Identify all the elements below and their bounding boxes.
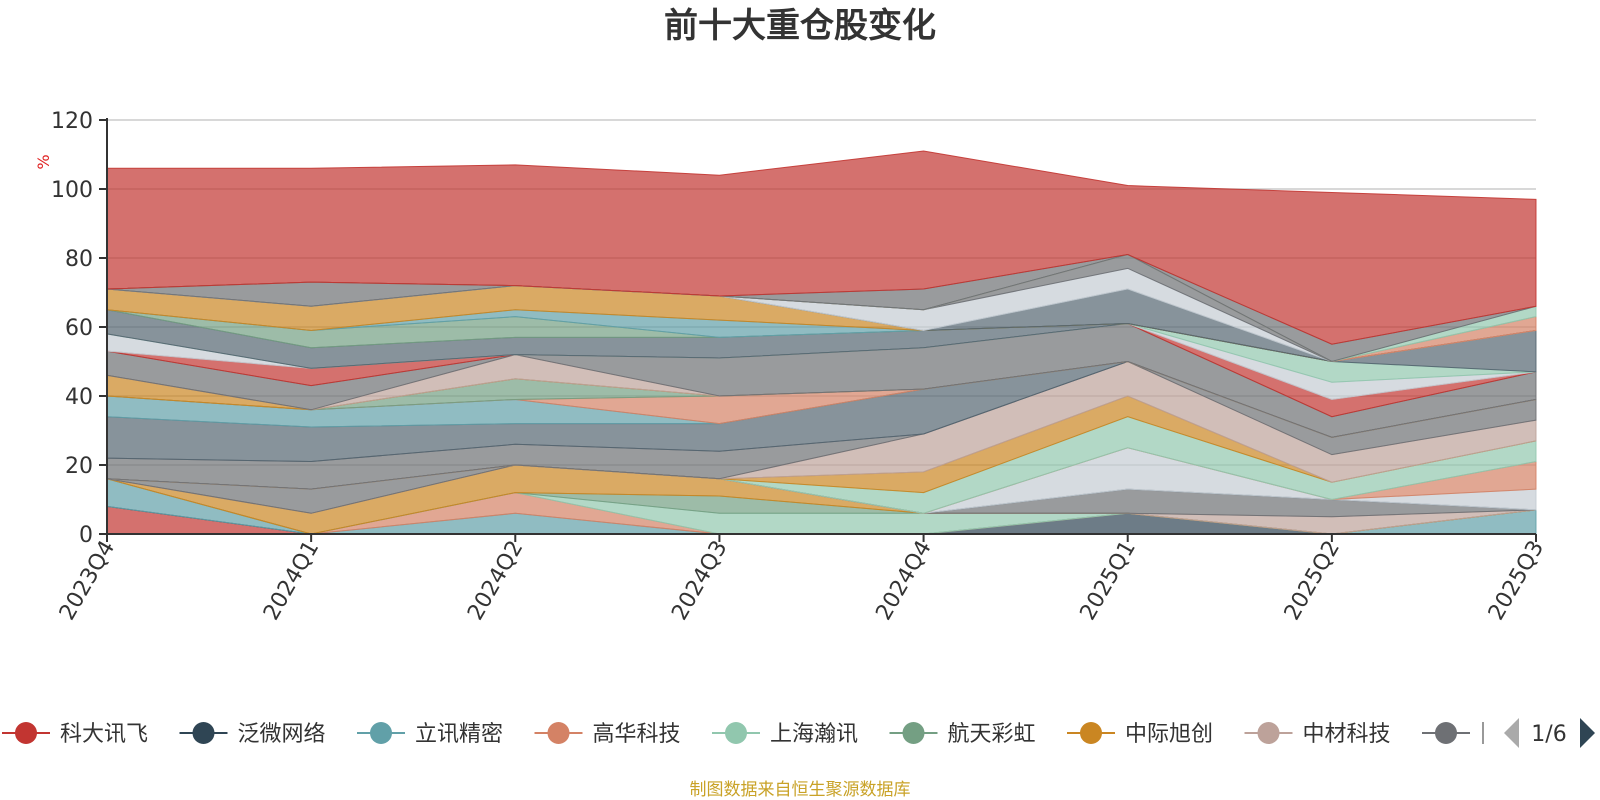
x-tick-label: 2025Q1 [1076,537,1141,625]
legend-marker-icon [1435,722,1457,744]
x-tick-label: 2025Q3 [1484,537,1549,625]
legend-marker-icon [725,722,747,744]
legend-marker-icon [547,722,570,744]
legend-marker-icon [902,722,925,744]
legend: 科大讯飞 泛微网络 立讯精密 高华科技 上海瀚讯 航天彩虹 中际旭创 中材科技 [2,722,1484,747]
y-tick-label: 0 [79,523,93,548]
x-tick-label: 2023Q4 [55,537,120,625]
y-tick-label: 100 [51,178,93,203]
legend-label: 科大讯飞 [60,722,148,747]
legend-item[interactable]: 立讯精密 [357,722,503,747]
series-areas [106,150,1537,535]
chart-title: 前十大重仓股变化 [664,6,936,46]
area-series-38 [106,150,1537,345]
y-tick-label: 60 [65,316,93,341]
legend-item[interactable]: 航天彩虹 [889,722,1036,747]
legend-label: 高华科技 [593,722,681,747]
legend-item[interactable]: 上海瀚讯 [712,722,858,747]
legend-marker-icon [15,722,37,744]
legend-marker-icon [1080,722,1102,744]
x-tick-label: 2024Q2 [463,537,528,625]
y-tick-label: 40 [65,385,93,410]
legend-marker-icon [1257,722,1280,744]
data-source-note: 制图数据来自恒生聚源数据库 [690,780,911,800]
x-tick-label: 2024Q3 [667,537,732,625]
legend-item[interactable]: 中际旭创 [1067,722,1213,747]
x-tick-label: 2024Q4 [871,537,936,625]
y-tick-label: 120 [51,109,93,134]
legend-label: 泛微网络 [238,722,326,747]
legend-truncated-text-icon [1482,722,1484,744]
legend-label: 立讯精密 [415,722,503,747]
legend-label: 中际旭创 [1125,722,1213,747]
legend-label: 中材科技 [1303,722,1391,747]
legend-page-indicator: 1/6 [1531,722,1566,747]
x-tick-label: 2024Q1 [259,537,324,625]
y-tick-label: 20 [65,454,93,479]
legend-item[interactable]: 科大讯飞 [2,722,148,747]
y-axis-label: % [34,154,53,169]
legend-marker-icon [192,722,215,744]
legend-item[interactable]: 泛微网络 [179,722,326,747]
legend-label: 航天彩虹 [948,722,1036,747]
legend-label: 上海瀚讯 [770,722,858,747]
x-tick-label: 2025Q2 [1280,537,1345,625]
legend-marker-icon [370,722,392,744]
legend-item[interactable]: 中材科技 [1244,722,1391,747]
y-tick-label: 80 [65,247,93,272]
legend-item[interactable]: 高华科技 [534,722,681,747]
legend-prev-arrow-icon[interactable] [1504,718,1519,748]
legend-pager: 1/6 [1504,718,1595,748]
legend-next-arrow-icon[interactable] [1580,718,1595,748]
legend-item-truncated[interactable] [1422,722,1484,744]
